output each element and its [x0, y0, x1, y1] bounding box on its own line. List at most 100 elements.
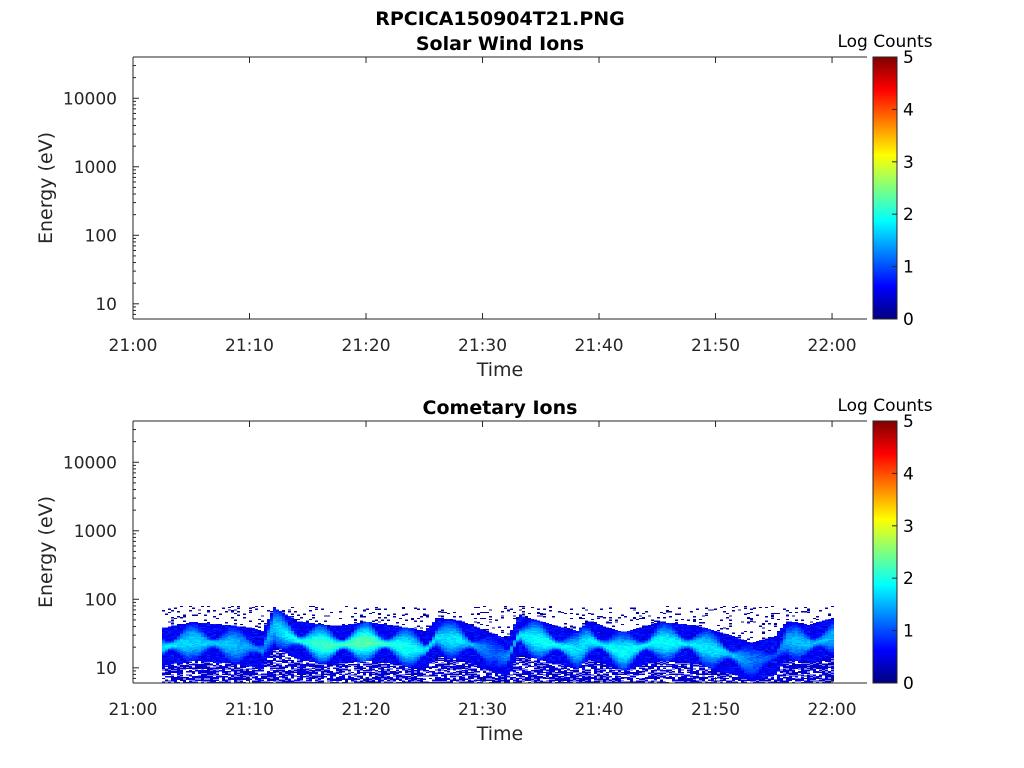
heatmap-cell [216, 671, 219, 672]
heatmap-cell [321, 680, 324, 681]
heatmap-cell [354, 678, 357, 679]
heatmap-cell [207, 610, 210, 611]
heatmap-cell [198, 623, 201, 624]
heatmap-cell [285, 660, 288, 661]
heatmap-cell [234, 609, 237, 610]
heatmap-cell [291, 674, 294, 675]
heatmap-cell [303, 664, 306, 665]
heatmap-cell [294, 670, 297, 671]
heatmap-cell [378, 617, 381, 618]
heatmap-cell [351, 664, 354, 665]
heatmap-cell [204, 623, 207, 624]
heatmap-cell [336, 672, 339, 673]
heatmap-cell [327, 674, 330, 675]
heatmap-cell [300, 617, 303, 618]
heatmap-cell [258, 623, 261, 624]
heatmap-cell [315, 681, 318, 682]
heatmap-cell [375, 681, 378, 682]
heatmap-cell [348, 674, 351, 675]
heatmap-cell [174, 666, 177, 667]
heatmap-cell [240, 674, 243, 675]
heatmap-cell [189, 678, 192, 679]
heatmap-cell [282, 674, 285, 675]
heatmap-cell [171, 665, 174, 666]
heatmap-cell [315, 672, 318, 673]
heatmap-cell [357, 664, 360, 665]
heatmap-cell [321, 624, 324, 625]
heatmap-cell [300, 621, 303, 622]
heatmap-cell [378, 663, 381, 664]
heatmap-cell [375, 679, 378, 680]
heatmap-cell [306, 671, 309, 672]
heatmap-cell [252, 677, 255, 678]
heatmap-cell [240, 680, 243, 681]
heatmap-cell [255, 673, 258, 674]
heatmap-cell [276, 656, 279, 657]
heatmap-cell [393, 673, 396, 674]
heatmap-cell [168, 621, 171, 622]
heatmap-cell [372, 623, 375, 624]
heatmap-cell [306, 680, 309, 681]
heatmap-cell [267, 610, 270, 611]
heatmap-cell [177, 673, 180, 674]
heatmap-cell [264, 665, 267, 666]
heatmap-cell [285, 671, 288, 672]
heatmap-cell [270, 669, 273, 670]
heatmap-cell [165, 672, 168, 673]
heatmap-cell [273, 607, 276, 608]
heatmap-cell [369, 679, 372, 680]
heatmap-cell [213, 680, 216, 681]
heatmap-cell [183, 680, 186, 681]
heatmap-cell [228, 607, 231, 608]
heatmap-cell [354, 619, 357, 620]
heatmap-cell [369, 663, 372, 664]
heatmap-cell [282, 669, 285, 670]
heatmap-cell [249, 610, 252, 611]
heatmap-cell [216, 669, 219, 670]
heatmap-cell [318, 623, 321, 624]
heatmap-cell [186, 665, 189, 666]
heatmap-cell [213, 669, 216, 670]
heatmap-cell [357, 673, 360, 674]
heatmap-cell [378, 613, 381, 614]
heatmap-cell [351, 624, 354, 625]
colorbar-tick-label: 5 [903, 48, 914, 68]
heatmap-cell [354, 622, 357, 623]
heatmap-cell [192, 663, 195, 664]
heatmap-cell [378, 609, 381, 610]
heatmap-cell [174, 668, 177, 669]
heatmap-cell [360, 616, 363, 617]
colorbar-tick-label: 2 [903, 205, 914, 225]
heatmap-cell [312, 673, 315, 674]
heatmap-cell [327, 668, 330, 669]
heatmap-cell [273, 649, 276, 650]
heatmap-cell [348, 673, 351, 674]
heatmap-cell [234, 667, 237, 668]
heatmap-cell [228, 677, 231, 678]
heatmap-cell [387, 667, 390, 668]
heatmap-cell [327, 615, 330, 616]
heatmap-cell [234, 677, 237, 678]
heatmap-cell [225, 671, 228, 672]
heatmap-cell [237, 669, 240, 670]
heatmap-cell [315, 668, 318, 669]
heatmap-cell [243, 669, 246, 670]
x-axis-label: Time [476, 359, 524, 381]
heatmap-cell [261, 615, 264, 616]
heatmap-cell [270, 660, 273, 661]
heatmap-cell [234, 623, 237, 624]
heatmap-cell [210, 624, 213, 625]
heatmap-cell [216, 618, 219, 619]
heatmap-cell [192, 676, 195, 677]
heatmap-cell [375, 620, 378, 621]
heatmap-cell [381, 620, 384, 621]
heatmap-cell [339, 676, 342, 677]
heatmap-cell [300, 679, 303, 680]
heatmap-cell [213, 624, 216, 625]
heatmap-cell [336, 626, 339, 627]
heatmap-cell [171, 674, 174, 675]
heatmap-cell [315, 674, 318, 675]
heatmap-cell [387, 615, 390, 616]
heatmap-cell [267, 671, 270, 672]
heatmap-cell [171, 676, 174, 677]
